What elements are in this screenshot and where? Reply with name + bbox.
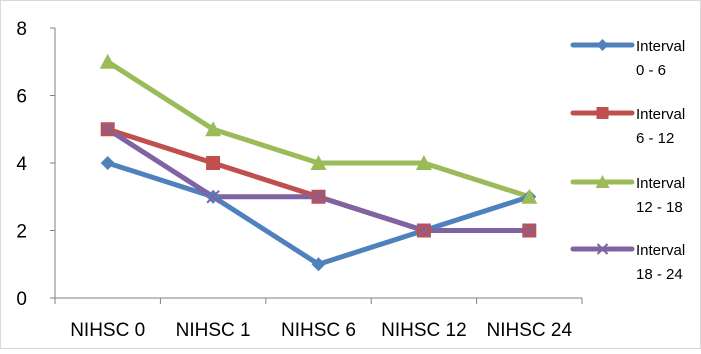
x-tick-label: NIHSC 1 xyxy=(176,320,251,341)
data-point-series-3 xyxy=(99,53,116,69)
legend-label: 0 - 6 xyxy=(636,62,666,79)
data-point-series-3 xyxy=(415,155,432,170)
legend-item-1: Interval 0 - 6 xyxy=(570,38,685,79)
legend-item-4: Interval 18 - 24 xyxy=(570,242,685,283)
y-tick-label: 8 xyxy=(16,19,27,40)
y-tick-label: 4 xyxy=(16,154,27,175)
legend-label: Interval xyxy=(636,38,685,55)
legend-label: 18 - 24 xyxy=(636,266,683,283)
data-point-series-4 xyxy=(417,223,431,238)
legend-label: Interval xyxy=(636,242,685,259)
y-tick-label: 6 xyxy=(16,87,27,108)
legend-label: Interval xyxy=(636,175,685,192)
data-point-series-1 xyxy=(100,156,115,170)
legend-marker xyxy=(596,107,609,119)
legend-marker-stroke xyxy=(596,243,609,255)
data-point-series-2 xyxy=(206,156,221,170)
x-tick-label: NIHSC 6 xyxy=(281,320,356,341)
legend-item-3: Interval 12 - 18 xyxy=(570,175,685,216)
data-point-series-4-stroke xyxy=(522,223,537,238)
data-point-series-3 xyxy=(310,155,327,170)
legend-label: 6 - 12 xyxy=(636,130,674,147)
legend-marker xyxy=(595,175,610,188)
legend-label: Interval xyxy=(636,106,685,123)
legend-marker xyxy=(596,39,609,51)
legend-marker xyxy=(596,243,609,255)
data-point-series-4 xyxy=(206,190,220,204)
legend-item-2: Interval 6 - 12 xyxy=(570,106,685,147)
data-point-series-1 xyxy=(311,257,326,272)
x-tick-label: NIHSC 24 xyxy=(487,320,573,341)
data-point-series-4 xyxy=(311,190,326,204)
y-tick-label: 0 xyxy=(16,289,27,310)
data-point-series-4 xyxy=(100,122,115,136)
data-point-series-4-stroke xyxy=(100,122,115,136)
data-point-series-4-stroke xyxy=(417,223,431,238)
x-tick-label: NIHSC 0 xyxy=(70,320,145,341)
data-point-series-4 xyxy=(522,223,537,238)
data-point-series-4-stroke xyxy=(206,190,220,204)
data-point-series-3 xyxy=(205,121,222,137)
legend-label: 12 - 18 xyxy=(636,199,683,216)
data-point-series-4-stroke xyxy=(311,190,326,204)
x-tick-label: NIHSC 12 xyxy=(381,320,467,341)
y-tick-label: 2 xyxy=(16,222,27,243)
data-point-series-3 xyxy=(521,188,538,204)
